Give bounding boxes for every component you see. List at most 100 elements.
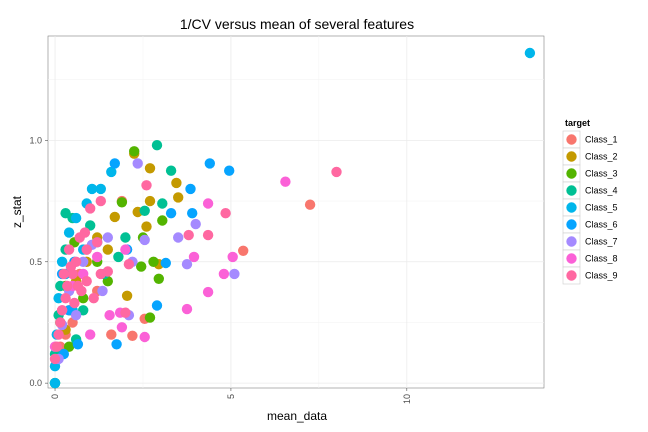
data-point-class-1 (106, 329, 117, 340)
data-point-class-1 (304, 199, 316, 210)
data-point-class-7 (139, 234, 150, 246)
legend-swatch (566, 134, 577, 145)
data-point-class-4 (139, 205, 150, 216)
data-point-class-2 (144, 163, 156, 174)
data-point-class-6 (72, 339, 84, 350)
data-point-class-8 (218, 268, 230, 280)
legend-label-class-8: Class_8 (585, 254, 618, 264)
data-point-class-7 (190, 218, 201, 230)
y-tick-label: 0.5 (29, 257, 42, 267)
data-point-class-6 (165, 208, 177, 219)
legend-swatch (566, 168, 577, 179)
y-axis-ticks: 0.0 0.5 1.0 (29, 135, 48, 388)
legend-label-class-1: Class_1 (585, 135, 618, 145)
x-axis-ticks: 0 5 10 (50, 388, 412, 404)
data-point-class-7 (102, 232, 114, 243)
data-point-class-9 (141, 180, 152, 191)
y-tick-label: 0.0 (29, 378, 42, 388)
legend-label-class-6: Class_6 (585, 220, 618, 230)
data-point-class-7 (70, 310, 82, 321)
data-point-class-8 (188, 251, 200, 263)
plot-panel (47, 35, 545, 389)
data-point-class-8 (139, 331, 150, 343)
data-point-class-3 (148, 256, 159, 267)
data-point-class-9 (72, 280, 84, 292)
data-point-class-3 (153, 273, 164, 284)
data-point-class-1 (127, 330, 138, 341)
data-point-class-9 (120, 307, 131, 318)
data-point-class-4 (120, 232, 131, 243)
data-point-class-9 (95, 268, 107, 280)
data-point-class-5 (49, 377, 61, 389)
data-point-class-8 (120, 244, 131, 255)
x-axis-label: mean_data (267, 409, 327, 423)
data-point-class-9 (65, 261, 77, 272)
legend-label-class-9: Class_9 (585, 271, 618, 281)
data-point-class-9 (81, 244, 92, 255)
data-point-class-5 (86, 183, 98, 195)
data-point-class-9 (53, 329, 64, 340)
legend-swatch (566, 219, 577, 230)
data-point-class-9 (88, 293, 99, 304)
data-point-class-9 (60, 293, 71, 304)
data-point-class-6 (151, 300, 163, 311)
data-point-class-9 (331, 166, 342, 178)
legend-label-class-5: Class_5 (585, 203, 618, 213)
data-point-class-3 (63, 341, 75, 352)
data-point-class-8 (202, 286, 214, 298)
legend-label-class-3: Class_3 (585, 169, 618, 179)
data-point-class-8 (92, 251, 103, 263)
legend-swatch (566, 270, 577, 281)
data-point-class-9 (63, 244, 75, 255)
data-point-class-8 (227, 251, 238, 263)
data-point-class-6 (109, 158, 121, 169)
data-point-class-2 (141, 221, 152, 232)
data-point-class-2 (121, 290, 133, 301)
data-point-class-6 (111, 339, 122, 350)
data-point-class-9 (123, 259, 135, 270)
data-point-class-7 (132, 158, 143, 169)
y-axis-label: z_stat (10, 195, 24, 228)
data-point-class-7 (173, 232, 184, 243)
data-point-class-2 (109, 211, 121, 223)
data-point-class-7 (181, 259, 193, 270)
data-point-class-9 (51, 341, 62, 352)
data-point-class-8 (202, 198, 214, 209)
data-point-class-6 (185, 183, 196, 195)
data-point-class-4 (60, 208, 71, 219)
data-point-class-9 (79, 227, 91, 238)
legend-swatch (566, 151, 577, 162)
data-point-class-2 (171, 177, 182, 189)
data-point-class-9 (92, 237, 103, 248)
data-point-class-8 (181, 303, 193, 315)
legend-label-class-7: Class_7 (585, 237, 618, 247)
data-point-class-2 (102, 244, 114, 255)
data-point-class-6 (160, 257, 171, 269)
data-point-class-5 (56, 256, 68, 267)
x-tick-label: 0 (50, 394, 60, 399)
data-point-class-4 (165, 165, 177, 176)
chart-title: 1/CV versus mean of several features (180, 16, 414, 32)
data-point-class-7 (229, 268, 240, 280)
data-point-class-6 (224, 165, 235, 176)
x-tick-label: 10 (402, 394, 412, 404)
x-tick-label: 5 (226, 394, 236, 399)
data-point-class-2 (173, 192, 184, 203)
data-point-class-8 (104, 310, 115, 321)
data-point-class-8 (280, 176, 291, 187)
data-point-class-4 (151, 140, 163, 151)
data-point-class-9 (62, 280, 73, 292)
data-point-class-3 (136, 261, 147, 272)
y-tick-label: 1.0 (29, 135, 42, 145)
legend-title: target (565, 118, 590, 128)
legend-label-class-2: Class_2 (585, 152, 618, 162)
data-point-class-9 (69, 297, 80, 309)
data-point-class-9 (56, 305, 68, 316)
data-point-class-9 (202, 229, 214, 241)
data-point-class-5 (106, 166, 117, 178)
data-point-class-4 (157, 198, 168, 209)
legend-swatch (566, 236, 577, 247)
data-point-class-3 (144, 312, 156, 323)
